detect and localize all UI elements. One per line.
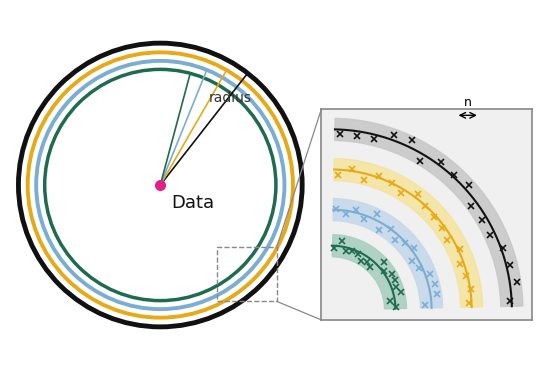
Polygon shape: [333, 199, 443, 308]
Text: radius: radius: [209, 91, 252, 105]
Polygon shape: [333, 235, 407, 309]
Text: n: n: [464, 96, 471, 109]
Polygon shape: [335, 118, 523, 306]
Polygon shape: [334, 158, 483, 307]
Text: Data: Data: [172, 194, 215, 212]
Bar: [217, 248, 276, 301]
